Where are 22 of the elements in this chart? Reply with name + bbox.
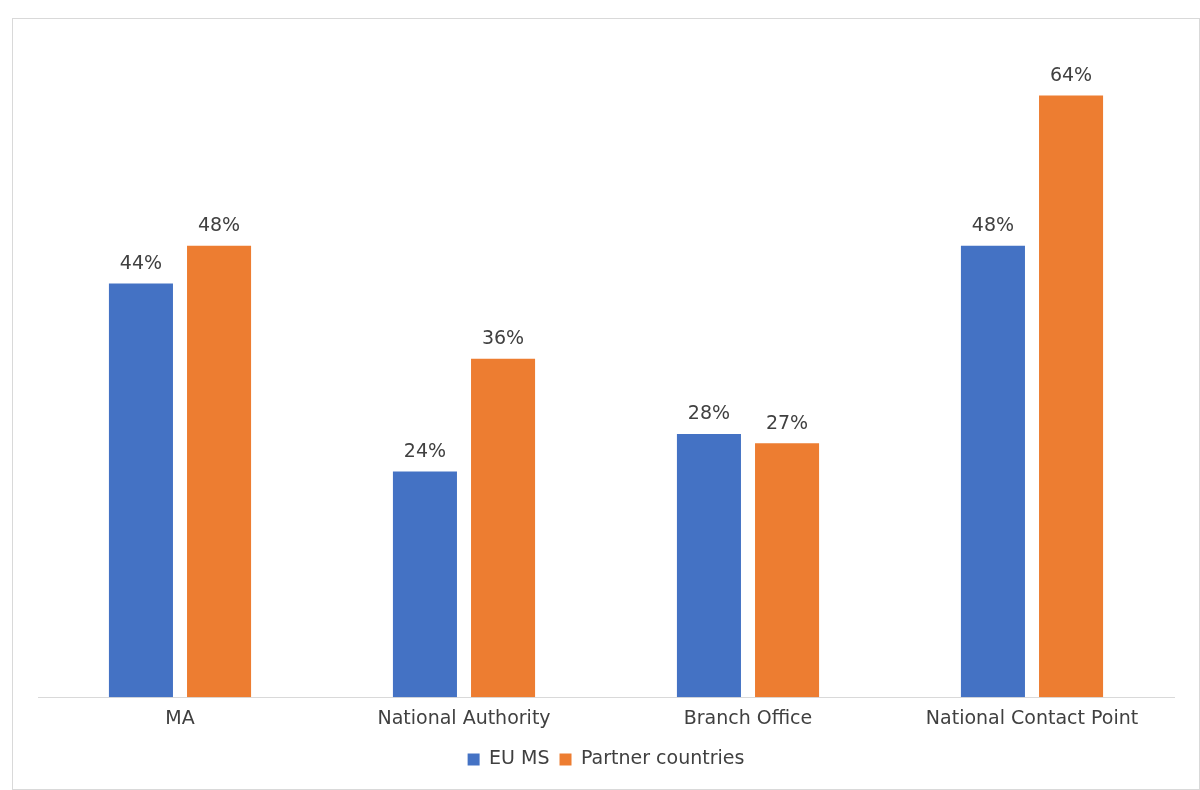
- legend-label: EU MS: [489, 746, 550, 769]
- x-tick-label: MA: [165, 705, 195, 728]
- bar: [392, 471, 457, 698]
- data-label: 44%: [119, 250, 163, 273]
- data-label: 36%: [481, 326, 525, 349]
- data-label: 27%: [765, 410, 809, 433]
- x-tick-label: Branch Office: [683, 705, 813, 728]
- data-label: 48%: [197, 213, 241, 236]
- data-label: 24%: [403, 438, 447, 461]
- x-tick-label: National Authority: [377, 705, 551, 728]
- data-label: 28%: [687, 401, 731, 424]
- bar: [676, 433, 741, 698]
- data-label: 64%: [1049, 62, 1093, 85]
- bar: [960, 245, 1025, 698]
- bar: [108, 283, 173, 698]
- bar: [755, 443, 820, 698]
- bar: [187, 245, 252, 698]
- legend-label: Partner countries: [581, 746, 745, 769]
- bar: [1039, 95, 1104, 698]
- data-label: 48%: [971, 213, 1015, 236]
- bar: [471, 358, 536, 698]
- x-tick-label: National Contact Point: [925, 705, 1139, 728]
